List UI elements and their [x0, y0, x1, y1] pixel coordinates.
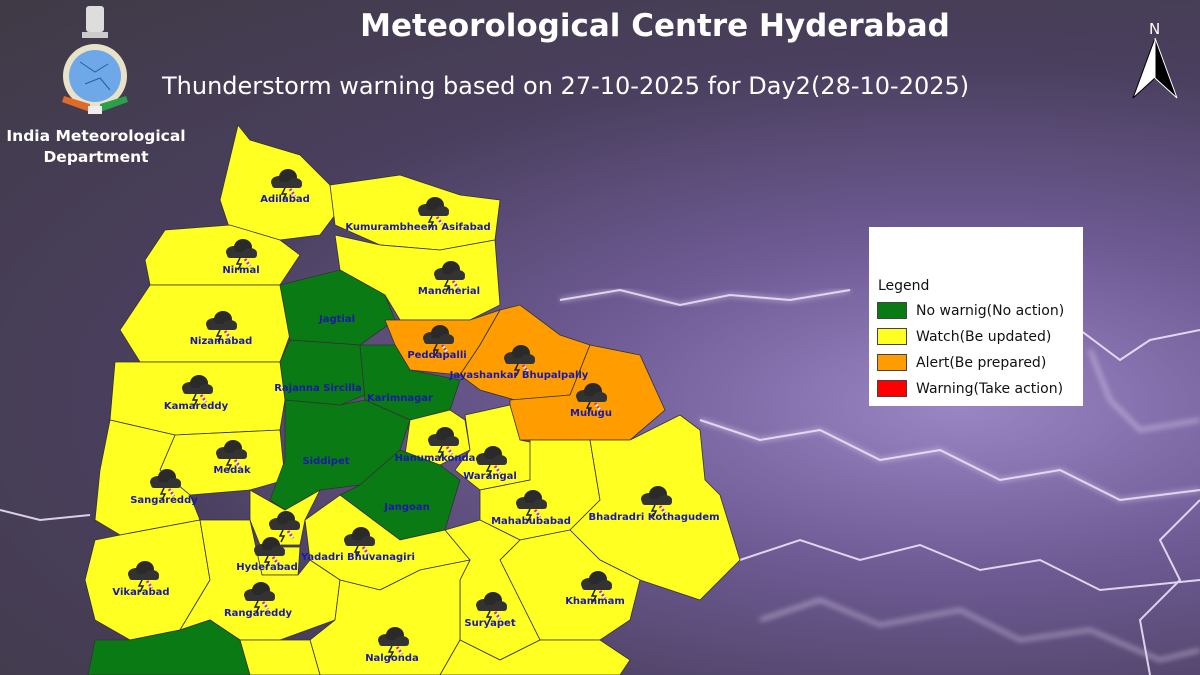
thunderstorm-icon: [476, 446, 507, 478]
district-area: [439, 639, 631, 675]
north-label: N: [1149, 20, 1161, 38]
organization-line-2: Department: [43, 148, 149, 166]
district-unlabeled: [239, 639, 321, 675]
thunderstorm-icon: [269, 511, 300, 543]
thunderstorm-icon: [428, 427, 459, 459]
district-label: Hyderabad: [236, 562, 298, 573]
legend-title: Legend: [878, 278, 930, 294]
legend-swatch: [877, 302, 907, 319]
district-label: Suryapet: [464, 618, 515, 629]
district-label: Rajanna Sircilla: [274, 383, 362, 394]
legend-item-no-warning: No warnig(No action): [877, 302, 1064, 319]
thunderstorm-icon: [516, 490, 547, 522]
district-label: Khammam: [565, 596, 625, 607]
district-label: Rangareddy: [224, 608, 293, 619]
thunderstorm-icon: [378, 627, 409, 659]
thunderstorm-icon: [150, 469, 181, 501]
legend-label: Warning(Take action): [916, 380, 1064, 397]
legend-swatch: [877, 354, 907, 371]
district-unlabeled: [439, 639, 631, 675]
district-unlabeled: [87, 619, 251, 675]
legend-swatch: [877, 380, 907, 397]
district-label: Sangareddy: [130, 495, 198, 506]
north-arrow-icon: [1132, 37, 1178, 99]
thunderstorm-icon: [418, 197, 449, 229]
district-label: Vikarabad: [112, 587, 169, 598]
district-kumurambheem-asifabad: [329, 174, 501, 251]
district-area: [109, 361, 286, 436]
district-area: [329, 174, 501, 251]
district-label: Peddapalli: [407, 350, 466, 361]
thunderstorm-icon: [206, 311, 237, 343]
legend-swatch: [877, 328, 907, 345]
district-label: Hanumakonda: [395, 453, 476, 464]
legend-item-watch: Watch(Be updated): [877, 328, 1051, 345]
district-label: Warangal: [463, 471, 517, 482]
district-kamareddy: [109, 361, 286, 436]
district-area: [239, 639, 321, 675]
map-legend: Legend No warnig(No action) Watch(Be upd…: [869, 227, 1083, 406]
thunderstorm-icon: [423, 325, 454, 357]
district-label: Karimnagar: [367, 393, 433, 404]
district-nizamabad: [119, 284, 291, 363]
district-label: Mahabubabad: [491, 516, 571, 527]
district-rajanna-sircilla: [279, 339, 366, 406]
district-label: Nirmal: [222, 265, 259, 276]
thunderstorm-icon: [216, 440, 247, 472]
thunderstorm-icon: [226, 239, 257, 271]
district-label: Medak: [213, 465, 251, 476]
thunderstorm-icon: [128, 561, 159, 593]
legend-item-alert: Alert(Be prepared): [877, 354, 1046, 371]
thunderstorm-icon: [476, 592, 507, 624]
district-label: Bhadradri Kothagudem: [588, 512, 719, 523]
district-area: [87, 619, 251, 675]
district-label: Nalgonda: [365, 653, 419, 664]
legend-item-warning: Warning(Take action): [877, 380, 1063, 397]
legend-label: Watch(Be updated): [916, 328, 1052, 345]
page-title: Meteorological Centre Hyderabad: [360, 8, 950, 44]
district-label: Jayashankar Bhupalpally: [449, 370, 589, 381]
thunderstorm-icon: [254, 537, 285, 569]
district-label: Kumurambheem Asifabad: [345, 222, 490, 233]
thunderstorm-icon: [271, 169, 302, 201]
thunderstorm-icon: [504, 345, 535, 377]
district-bhadradri-kothagudem: [569, 414, 741, 601]
district-label: Nizamabad: [190, 336, 253, 347]
thunderstorm-icon: [244, 582, 275, 614]
thunderstorm-icon: [641, 486, 672, 518]
district-label: Siddipet: [302, 456, 349, 467]
organization-line-1: India Meteorological: [6, 127, 186, 145]
thunderstorm-icon: [434, 261, 465, 293]
page-subtitle: Thunderstorm warning based on 27-10-2025…: [162, 72, 970, 100]
district-label: Kamareddy: [164, 401, 229, 412]
legend-label: No warnig(No action): [916, 302, 1065, 319]
imd-logo: [62, 6, 128, 114]
district-label: Adilabad: [260, 194, 310, 205]
district-label: Jangoan: [383, 502, 429, 513]
thunderstorm-icon: [344, 527, 375, 559]
thunderstorm-icon: [182, 375, 213, 407]
district-area: [119, 284, 291, 363]
thunderstorm-icon: [576, 383, 607, 415]
legend-label: Alert(Be prepared): [916, 354, 1047, 371]
thunderstorm-icon: [581, 571, 612, 603]
district-label: Mancherial: [418, 286, 480, 297]
district-area: [279, 339, 366, 406]
district-label: Yadadri Bhuvanagiri: [300, 552, 415, 563]
district-label: Mulugu: [570, 408, 612, 419]
district-label: Jagtial: [318, 314, 355, 325]
district-area: [569, 414, 741, 601]
organization-name: India Meteorological Department: [0, 126, 192, 168]
